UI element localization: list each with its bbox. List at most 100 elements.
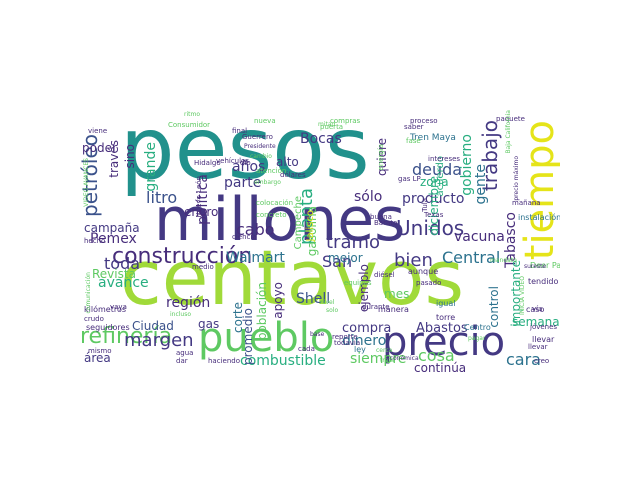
- word-cloud-word: Ciudad: [132, 319, 174, 333]
- word-cloud-word: parte: [224, 175, 262, 191]
- word-cloud-word: igual: [436, 299, 456, 308]
- word-cloud-word: Tula: [421, 198, 429, 212]
- word-cloud-word: crudo: [84, 315, 104, 323]
- word-cloud-word: región: [166, 295, 211, 311]
- word-cloud-word: toda: [104, 254, 141, 273]
- word-cloud-word: corte: [231, 302, 245, 333]
- word-cloud-word: base: [310, 331, 325, 338]
- word-cloud-word: compra: [342, 321, 392, 336]
- word-cloud-word: sureste: [524, 263, 547, 270]
- word-cloud-word: comunicación: [85, 272, 92, 314]
- word-cloud-word: cosa: [418, 346, 455, 365]
- word-cloud-word: Presidente: [244, 143, 276, 150]
- word-cloud-word: mitad: [318, 121, 336, 128]
- word-cloud-word: fase: [406, 137, 421, 145]
- word-cloud-word: años: [232, 159, 266, 175]
- word-cloud-word: Pemex: [90, 231, 137, 247]
- word-cloud-word: saber: [404, 123, 424, 131]
- word-cloud-word: tramo: [326, 232, 381, 253]
- word-cloud-word: tiempo: [517, 120, 560, 261]
- word-cloud-word: San: [322, 252, 353, 271]
- word-cloud-word: concreto: [256, 211, 287, 219]
- word-cloud-word: pagar: [468, 335, 486, 342]
- word-cloud-word: área: [84, 351, 111, 365]
- word-cloud-word: dio: [240, 159, 251, 167]
- word-cloud-word: pesos: [120, 100, 370, 199]
- word-cloud-word: dólares: [280, 171, 306, 179]
- word-cloud-word: gobierno: [459, 134, 475, 196]
- word-cloud-word: Bocas: [300, 131, 342, 147]
- word-cloud-word: final: [232, 127, 248, 135]
- word-cloud-word: alto: [276, 155, 299, 169]
- word-cloud-word: nivel: [320, 299, 335, 306]
- word-cloud-word: creo: [534, 357, 550, 365]
- word-cloud-word: cambio: [250, 153, 272, 160]
- word-cloud-word: centavos: [120, 233, 465, 322]
- word-cloud-word: manera: [378, 305, 409, 314]
- word-cloud-word: durante: [362, 303, 390, 311]
- word-cloud-word: solo: [326, 307, 339, 314]
- word-cloud-word: gas LP: [398, 175, 421, 183]
- word-cloud-word: equipos: [344, 279, 372, 287]
- word-cloud-word: construcción: [112, 244, 253, 269]
- word-cloud-word: continúa: [414, 361, 467, 375]
- word-cloud-word: Walmart: [226, 250, 285, 266]
- word-cloud-word: jóvenes: [530, 323, 558, 331]
- word-cloud-word: todavía: [334, 339, 361, 347]
- word-cloud-word: ciencia: [232, 233, 257, 241]
- word-cloud-word: buena: [370, 213, 392, 221]
- word-cloud-word: mejor: [328, 251, 363, 265]
- word-cloud-word: hecho: [84, 237, 106, 245]
- word-cloud-word: vaya: [110, 303, 127, 311]
- word-cloud-word: Hidalgo: [194, 159, 221, 167]
- word-cloud-word: compras: [330, 117, 361, 125]
- word-cloud-word: puerta: [320, 123, 344, 131]
- word-cloud-word: Centro: [464, 323, 491, 332]
- word-cloud-word: Deer Park: [530, 261, 560, 270]
- word-cloud-word: INICIA VIDEO: [519, 276, 526, 316]
- word-cloud-word: pasado: [416, 279, 442, 287]
- word-cloud-word: precio: [382, 319, 506, 365]
- word-cloud-word: dinero: [342, 333, 387, 349]
- word-cloud-word: intereses: [428, 155, 461, 163]
- word-cloud-word: tendido: [528, 277, 559, 286]
- word-cloud-word: campaña: [84, 221, 140, 235]
- word-cloud-word: combustible: [240, 353, 326, 369]
- word-cloud-word: seguidores: [86, 323, 130, 332]
- word-cloud-word: litro: [146, 188, 178, 207]
- word-cloud-word: dar: [176, 357, 188, 365]
- word-cloud-word: nueva: [254, 117, 276, 125]
- word-cloud-word: Guerrero: [242, 133, 273, 141]
- word-cloud-word: enero: [184, 205, 219, 219]
- word-cloud-word: torre: [436, 313, 456, 322]
- word-cloud-word: Campeche: [293, 196, 304, 250]
- word-cloud-word: vía: [532, 305, 543, 313]
- word-cloud-word: VIDEO AVANCES: [83, 158, 90, 207]
- word-cloud-word: kilómetros: [84, 305, 126, 314]
- word-cloud-word: haciendo: [208, 357, 240, 365]
- word-cloud-word: llevar: [532, 335, 555, 344]
- word-cloud-word: ritmo: [184, 111, 201, 118]
- word-cloud-word: apoyo: [271, 282, 285, 319]
- word-cloud-word: grande: [143, 142, 159, 192]
- word-cloud-word: Barato: [374, 219, 398, 227]
- word-cloud-word: mandato: [490, 257, 517, 264]
- word-cloud-word: mes: [384, 287, 410, 301]
- word-cloud-word: población: [255, 282, 269, 341]
- word-cloud-word: Nuevo León: [195, 176, 203, 218]
- word-cloud-word: bien: [394, 250, 433, 271]
- word-cloud-word: aunque: [408, 267, 439, 276]
- word-cloud-word: Tren Maya: [410, 133, 456, 143]
- word-cloud-word: proceso: [410, 117, 438, 125]
- word-cloud-word: sólo: [354, 189, 383, 205]
- word-cloud-word: Texas: [424, 211, 444, 219]
- word-cloud-word: agua: [176, 349, 194, 357]
- word-cloud-word: paquete: [496, 115, 525, 123]
- word-cloud: pesos centavos millones pueblo precio tiempo c…: [80, 100, 560, 380]
- word-cloud-word: Revista: [92, 267, 136, 281]
- word-cloud-word: Central: [442, 248, 501, 267]
- word-cloud-word: margen: [124, 330, 194, 351]
- word-cloud-word: económica: [386, 355, 419, 362]
- word-cloud-word: gente: [473, 164, 489, 205]
- word-cloud-word: Unidos: [396, 216, 465, 240]
